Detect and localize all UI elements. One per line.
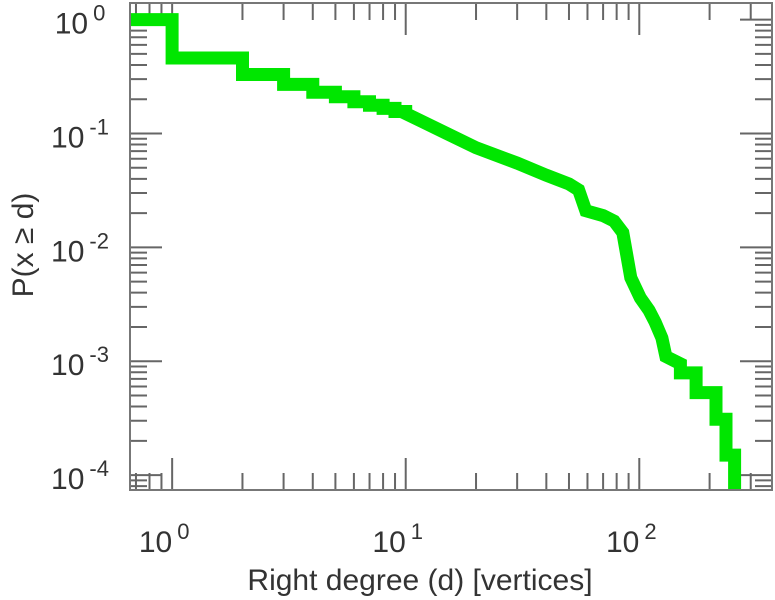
axis-ticks bbox=[130, 3, 772, 490]
x-tick-exponent: 0 bbox=[177, 519, 189, 544]
y-tick-label: 10 0 bbox=[55, 1, 106, 41]
x-tick-exponent: 2 bbox=[644, 519, 656, 544]
series-layer bbox=[130, 13, 742, 490]
y-tick-exponent: -3 bbox=[89, 342, 109, 367]
y-tick-base: 10 bbox=[51, 235, 84, 268]
tick-labels: 10 0 10 1 10 210 010 -110 -210 -310 -4 bbox=[51, 1, 657, 559]
y-tick-label: 10 -3 bbox=[51, 342, 109, 382]
y-tick-base: 10 bbox=[51, 122, 84, 155]
x-tick-base: 10 bbox=[372, 526, 405, 559]
x-tick-base: 10 bbox=[139, 526, 172, 559]
plot-frame bbox=[129, 2, 773, 491]
x-tick-label: 10 0 bbox=[139, 519, 190, 559]
y-axis-label: P(x ≥ d) bbox=[7, 193, 40, 298]
y-tick-label: 10 -2 bbox=[51, 228, 109, 268]
y-tick-label: 10 -1 bbox=[51, 115, 109, 155]
x-tick-base: 10 bbox=[606, 526, 639, 559]
y-tick-exponent: -4 bbox=[89, 456, 109, 481]
y-tick-base: 10 bbox=[55, 8, 88, 41]
x-tick-exponent: 1 bbox=[411, 519, 423, 544]
x-tick-label: 10 1 bbox=[372, 519, 423, 559]
y-tick-base: 10 bbox=[51, 349, 84, 382]
x-axis-label: Right degree (d) [vertices] bbox=[247, 564, 592, 597]
y-tick-label: 10 -4 bbox=[51, 456, 109, 496]
y-tick-exponent: 0 bbox=[93, 1, 105, 26]
y-tick-base: 10 bbox=[51, 463, 84, 496]
series-line-0 bbox=[130, 13, 742, 490]
y-tick-exponent: -1 bbox=[89, 115, 109, 140]
x-tick-label: 10 2 bbox=[606, 519, 657, 559]
y-tick-exponent: -2 bbox=[89, 228, 109, 253]
